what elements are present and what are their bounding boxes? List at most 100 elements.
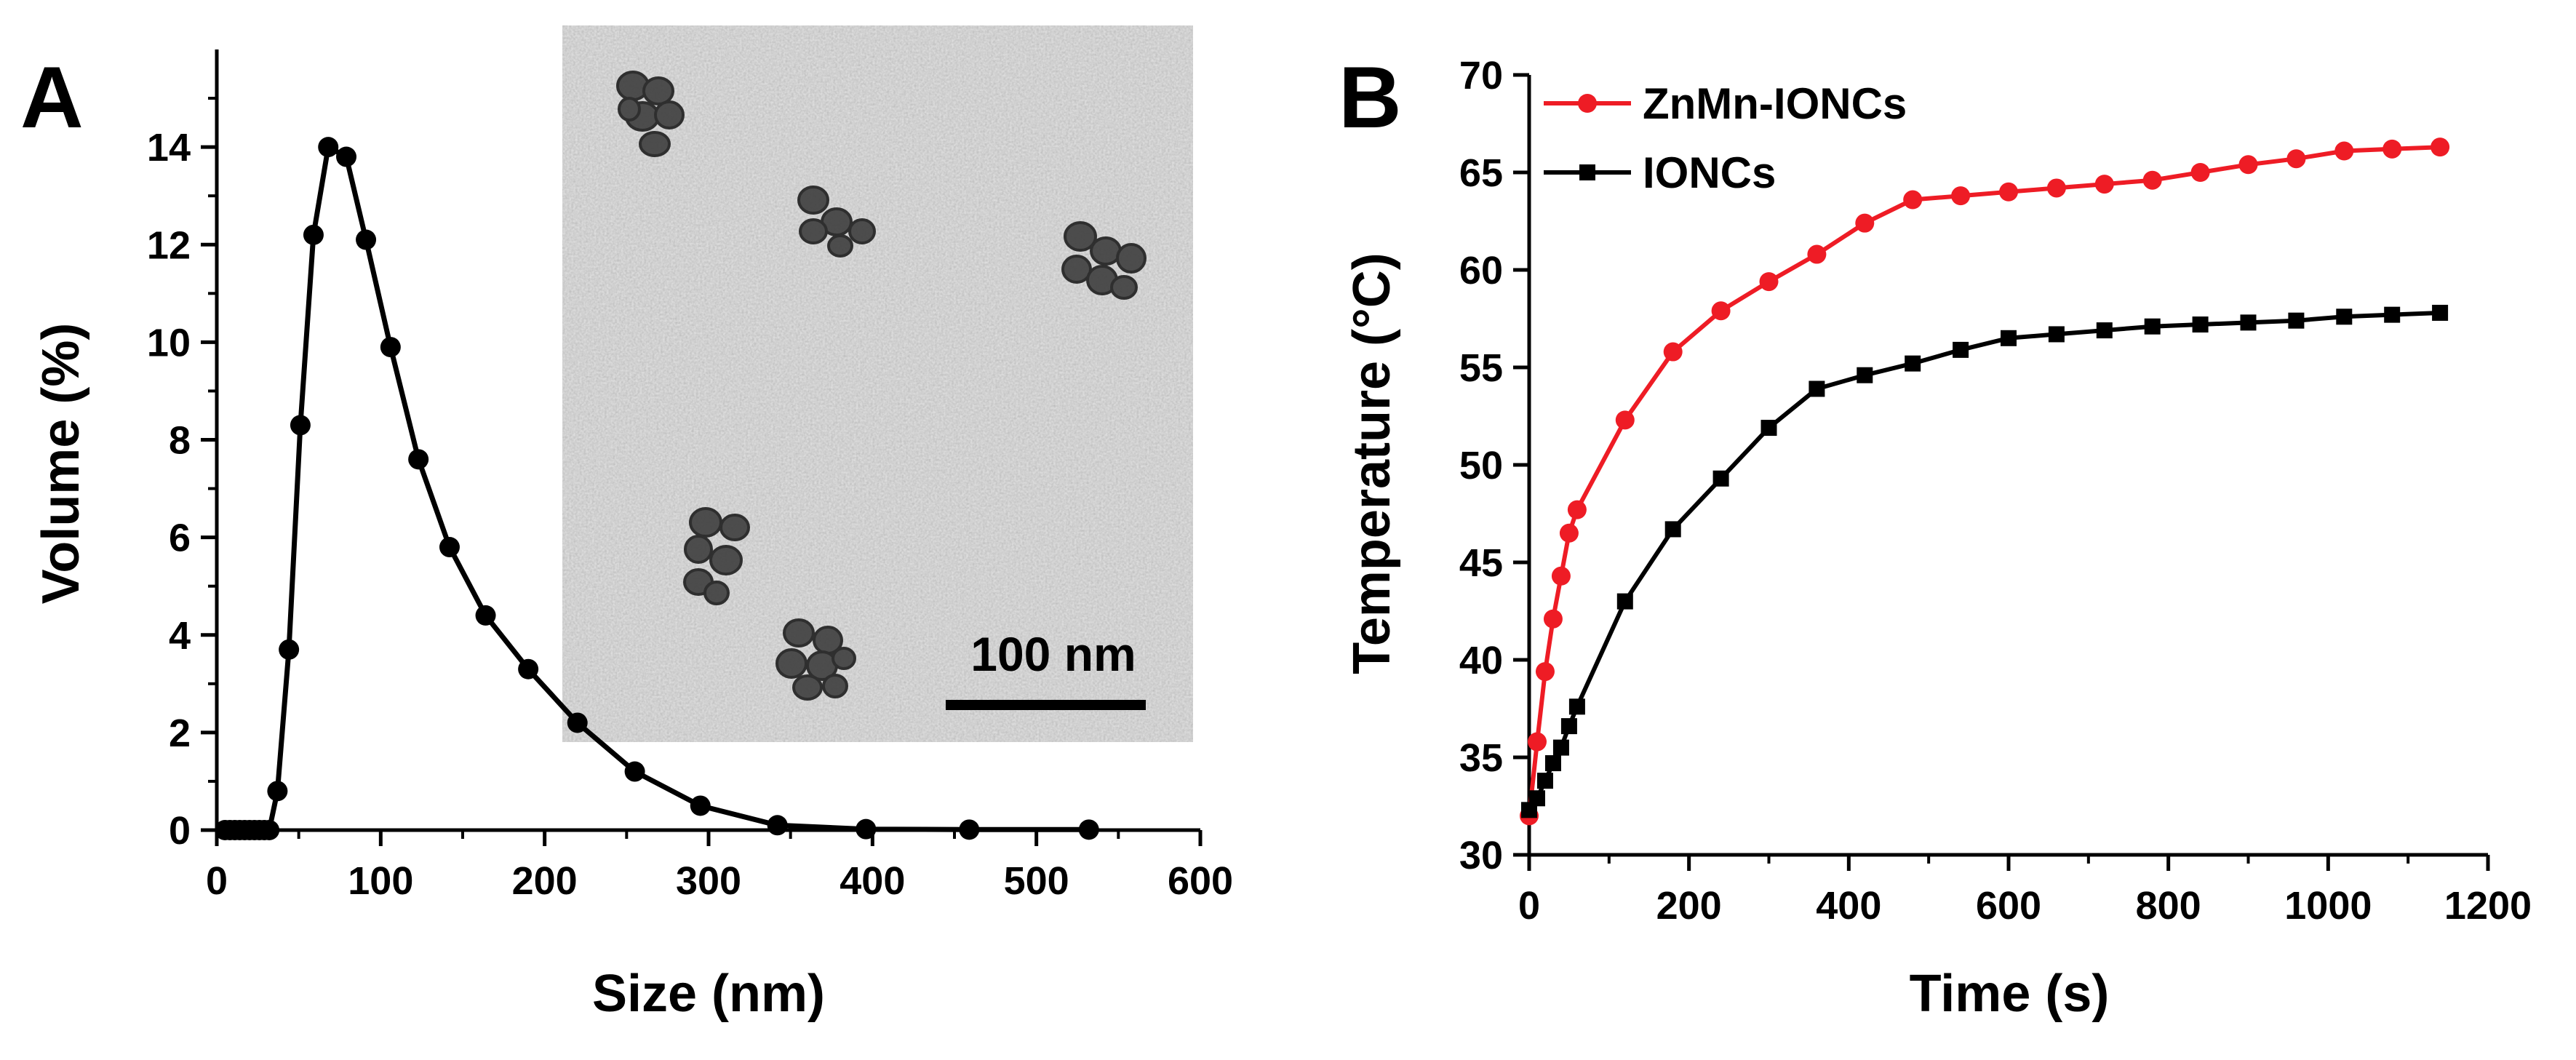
panel-b-ioncs-point <box>2288 312 2305 329</box>
panel-b-znmn-ioncs-point <box>2094 175 2114 194</box>
panel-b-znmn-ioncs-line <box>1527 145 2441 816</box>
panel-a-series-1-point <box>408 449 429 470</box>
panel-a-ylabel: Volume (%) <box>32 323 90 605</box>
panel-b-ioncs-point <box>1616 593 1633 610</box>
panel-b-znmn-ioncs-point <box>2238 155 2258 175</box>
panel-a-series-1-point <box>290 415 311 436</box>
panel-a-x-tick-label: 200 <box>512 859 578 903</box>
legend-znmn-ioncs-label: ZnMn-IONCs <box>1643 79 1907 128</box>
panel-a-x-tick-label: 0 <box>206 859 228 903</box>
panel-a-series-1-point <box>356 229 377 250</box>
panel-a-y-tick-label: 10 <box>147 321 191 364</box>
panel-b-ioncs-point <box>1953 341 1969 358</box>
tem-inset: 100 nm <box>562 25 1193 742</box>
panel-a-x-tick-label: 400 <box>840 859 905 903</box>
panel-b-ioncs-point <box>2384 306 2401 323</box>
panel-a-series-1-point <box>856 818 877 840</box>
panel-b-znmn-ioncs-point <box>2286 149 2306 169</box>
tem-cluster <box>683 507 750 605</box>
tem-scale-bar <box>946 700 1146 710</box>
panel-b-ioncs-point <box>2096 322 2113 339</box>
legend-znmn-ioncs-swatch-marker <box>1578 94 1597 113</box>
panel-b-y-tick-label: 35 <box>1459 736 1503 780</box>
panel-b-znmn-ioncs-point <box>1807 244 1827 264</box>
panel-a-series-1-point <box>1078 819 1099 840</box>
panel-b-ioncs-point <box>2048 326 2065 343</box>
panel-b-ioncs-point <box>1760 420 1777 437</box>
legend-ioncs-label: IONCs <box>1643 148 1776 197</box>
panel-b-znmn-ioncs-point <box>1527 732 1547 752</box>
panel-b: B 0 200 400 600 800 1000 1200 30 35 40 45 50 55 60 65 7… <box>1339 49 2532 1023</box>
panel-b-znmn-ioncs-point <box>1551 566 1571 586</box>
panel-b-x-tick-label: 1200 <box>2444 884 2532 928</box>
panel-b-znmn-ioncs-point <box>2334 141 2354 161</box>
panel-b-x-tick-label: 0 <box>1518 884 1540 928</box>
panel-a-series-1-point <box>279 639 300 660</box>
panel-b-letter: B <box>1339 49 1402 146</box>
panel-a-y-tick-label: 0 <box>169 809 191 853</box>
panel-a-x-tick-label: 100 <box>348 859 413 903</box>
tem-cluster <box>775 618 856 701</box>
panel-b-y-tick-label: 65 <box>1459 151 1503 195</box>
tem-cluster <box>797 186 876 258</box>
panel-b-znmn-ioncs-point <box>2190 163 2210 182</box>
panel-b-ioncs-point <box>1905 355 1921 372</box>
panel-b-znmn-ioncs-point <box>1663 342 1683 362</box>
panel-b-ioncs-point <box>1568 698 1585 715</box>
panel-b-znmn-ioncs-point <box>1855 213 1875 233</box>
panel-a-series-1-point <box>475 605 496 626</box>
panel-b-znmn-ioncs-point <box>2142 170 2162 190</box>
panel-b-y-tick-label: 50 <box>1459 444 1503 487</box>
panel-b-ioncs-point <box>1857 367 1873 383</box>
panel-b-ioncs-point <box>1536 773 1553 789</box>
panel-b-ioncs-point <box>2336 308 2353 325</box>
panel-b-znmn-ioncs-point <box>1559 523 1579 543</box>
panel-a-plot-area <box>215 137 1099 840</box>
panel-b-x-tick-label: 600 <box>1976 884 2041 928</box>
panel-a-series-1-point <box>267 781 288 802</box>
panel-b-znmn-ioncs-point <box>1903 190 1923 210</box>
panel-b-plot-area <box>1520 138 2450 826</box>
panel-b-znmn-ioncs-point <box>2046 178 2066 198</box>
panel-b-znmn-ioncs-point <box>1615 410 1635 430</box>
panel-a-series-1-point <box>959 819 980 840</box>
panel-b-znmn-ioncs-point <box>1535 662 1555 682</box>
panel-b-ioncs-point <box>2192 316 2209 333</box>
panel-b-znmn-ioncs-point <box>1711 301 1731 321</box>
panel-a-series-1-point <box>303 224 324 245</box>
panel-b-znmn-ioncs-point <box>1567 500 1587 519</box>
panel-b-ioncs-line <box>1527 311 2441 812</box>
panel-b-ioncs-point <box>2001 330 2017 346</box>
panel-b-znmn-ioncs-point <box>2431 138 2450 157</box>
panel-b-ioncs-point <box>1560 718 1577 735</box>
panel-b-ioncs-point <box>1544 755 1561 772</box>
panel-a-axes: 0 100 200 300 400 500 600 0 2 4 6 8 10 12 14 <box>147 49 1233 903</box>
panel-a-x-tick-label: 600 <box>1168 859 1233 903</box>
panel-b-legend: ZnMn-IONCs IONCs <box>1544 79 1907 197</box>
panel-b-y-tick-label: 30 <box>1459 834 1503 877</box>
panel-b-ylabel: Temperature (°C) <box>1343 252 1401 674</box>
panel-b-y-tick-label: 40 <box>1459 639 1503 682</box>
panel-b-y-tick-label: 45 <box>1459 541 1503 585</box>
panel-a-series-1-point <box>259 820 280 840</box>
panel-a-y-tick-label: 14 <box>147 126 191 170</box>
panel-a-series-1-point <box>518 658 539 680</box>
panel-a-series-1-point <box>380 337 401 358</box>
panel-b-xlabel: Time (s) <box>1910 965 2110 1023</box>
panel-a-x-tick-label: 500 <box>1004 859 1069 903</box>
panel-a-series-1-point <box>318 137 339 158</box>
panel-b-ioncs-point <box>1712 470 1729 487</box>
panel-b-x-tick-label: 800 <box>2136 884 2201 928</box>
panel-a-series-1-point <box>567 712 588 733</box>
panel-b-ioncs-point <box>2432 304 2449 321</box>
panel-a: A <box>20 25 1233 1023</box>
legend-ioncs-swatch-marker <box>1579 164 1595 180</box>
panel-a-x-tick-label: 300 <box>676 859 741 903</box>
panel-b-znmn-ioncs-point <box>1999 182 2018 202</box>
tem-cluster <box>616 71 685 157</box>
panel-b-ioncs-point <box>1809 380 1825 397</box>
panel-a-y-tick-label: 12 <box>147 223 191 267</box>
panel-a-series-1-point <box>690 795 711 816</box>
panel-b-znmn-ioncs-point <box>1543 609 1563 629</box>
